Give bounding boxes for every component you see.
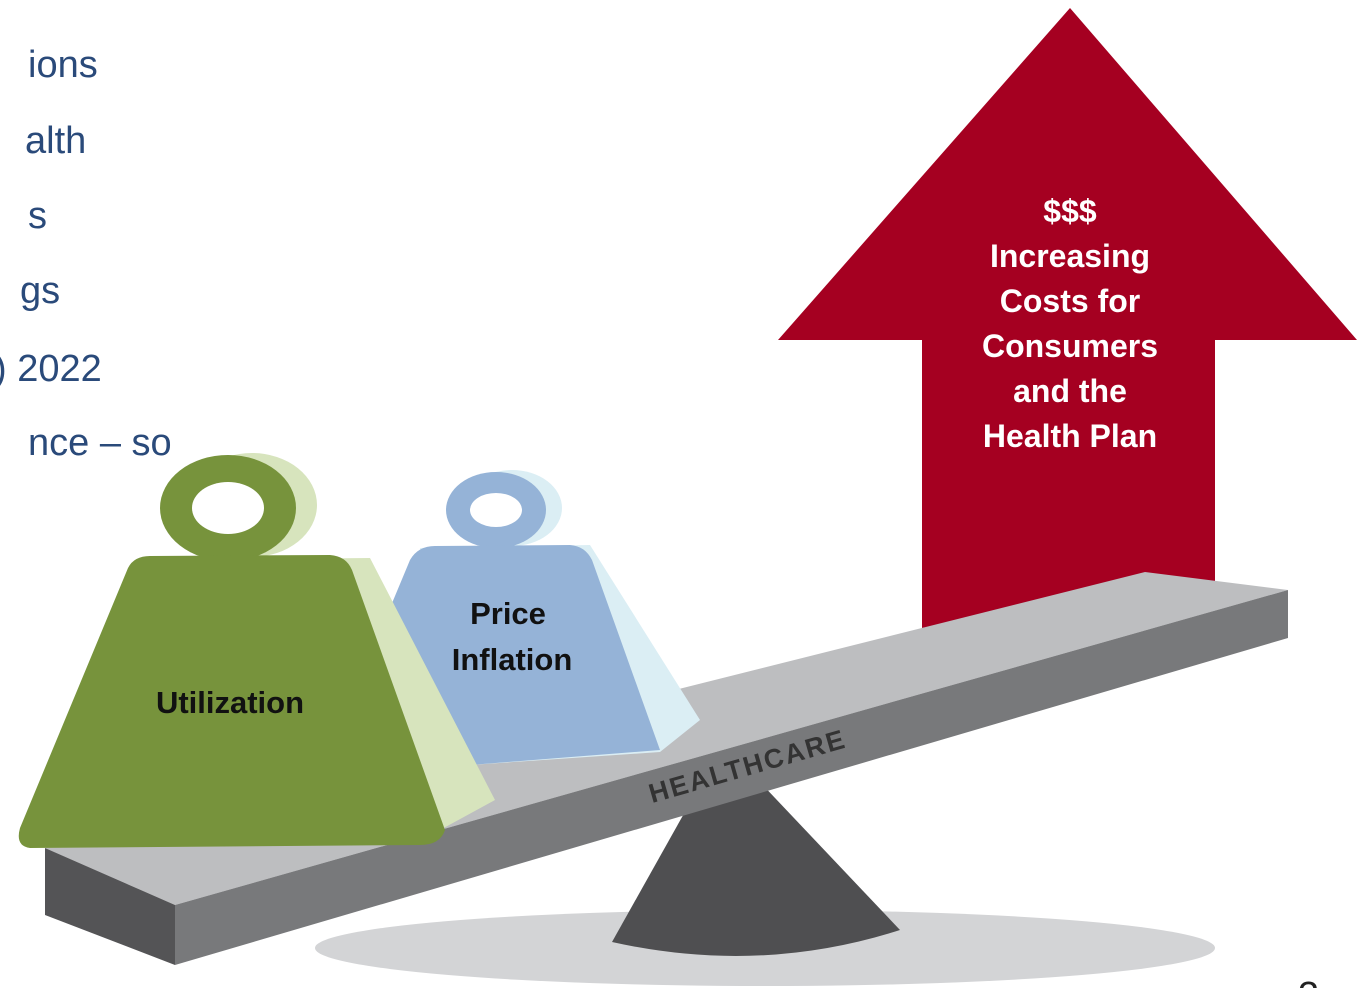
ring-hole [192, 482, 264, 534]
weight-label: Utilization [156, 685, 304, 720]
bullet: ) 2022 [0, 348, 102, 390]
bullet: ions [28, 44, 98, 86]
bullet: nce – so [28, 422, 172, 464]
utilization-weight [18, 555, 445, 848]
arrow-text: Increasing [990, 238, 1150, 274]
arrow-symbol: $$$ [1043, 193, 1097, 229]
arrow-text: and the [1013, 373, 1127, 409]
ring-hole [470, 493, 522, 527]
price-weight [385, 545, 660, 765]
bullet: gs [20, 270, 60, 312]
arrow-text: Costs for [1000, 283, 1140, 319]
page-number: 3 [1298, 975, 1319, 988]
beam-front [175, 590, 1288, 965]
bullet: alth [25, 120, 86, 162]
fulcrum [612, 780, 900, 956]
up-arrow [778, 8, 1357, 628]
weight-label: Price [470, 596, 546, 631]
beam-end [45, 848, 175, 965]
arrow-text: Consumers [982, 328, 1158, 364]
arrow-text: Health Plan [983, 418, 1157, 454]
bullet: s [28, 195, 47, 237]
weight-label: Inflation [452, 642, 573, 677]
